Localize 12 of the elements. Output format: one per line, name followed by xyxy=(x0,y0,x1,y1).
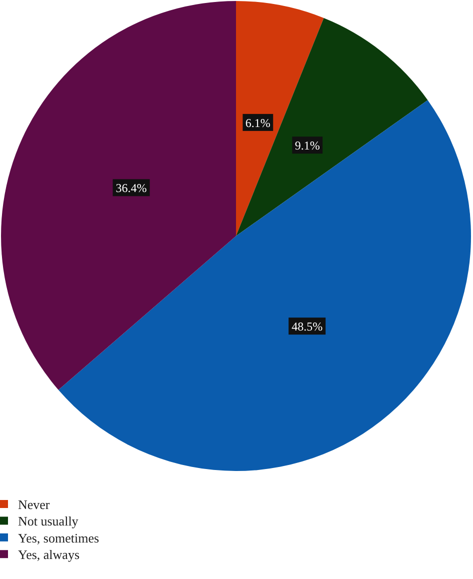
data-label: 48.5% xyxy=(292,320,323,334)
legend-label: Never xyxy=(18,497,50,512)
legend-label: Yes, sometimes xyxy=(18,530,100,546)
data-label: 6.1% xyxy=(245,116,270,130)
data-label: 9.1% xyxy=(294,138,320,153)
pie-slice xyxy=(236,1,324,236)
data-label: 36.4% xyxy=(116,181,147,196)
legend-label: Yes, always xyxy=(18,547,80,562)
legend-label: Not usually xyxy=(18,514,79,529)
pie-slice xyxy=(236,18,428,236)
pie-slice xyxy=(1,1,236,390)
pie-slice xyxy=(58,100,471,471)
